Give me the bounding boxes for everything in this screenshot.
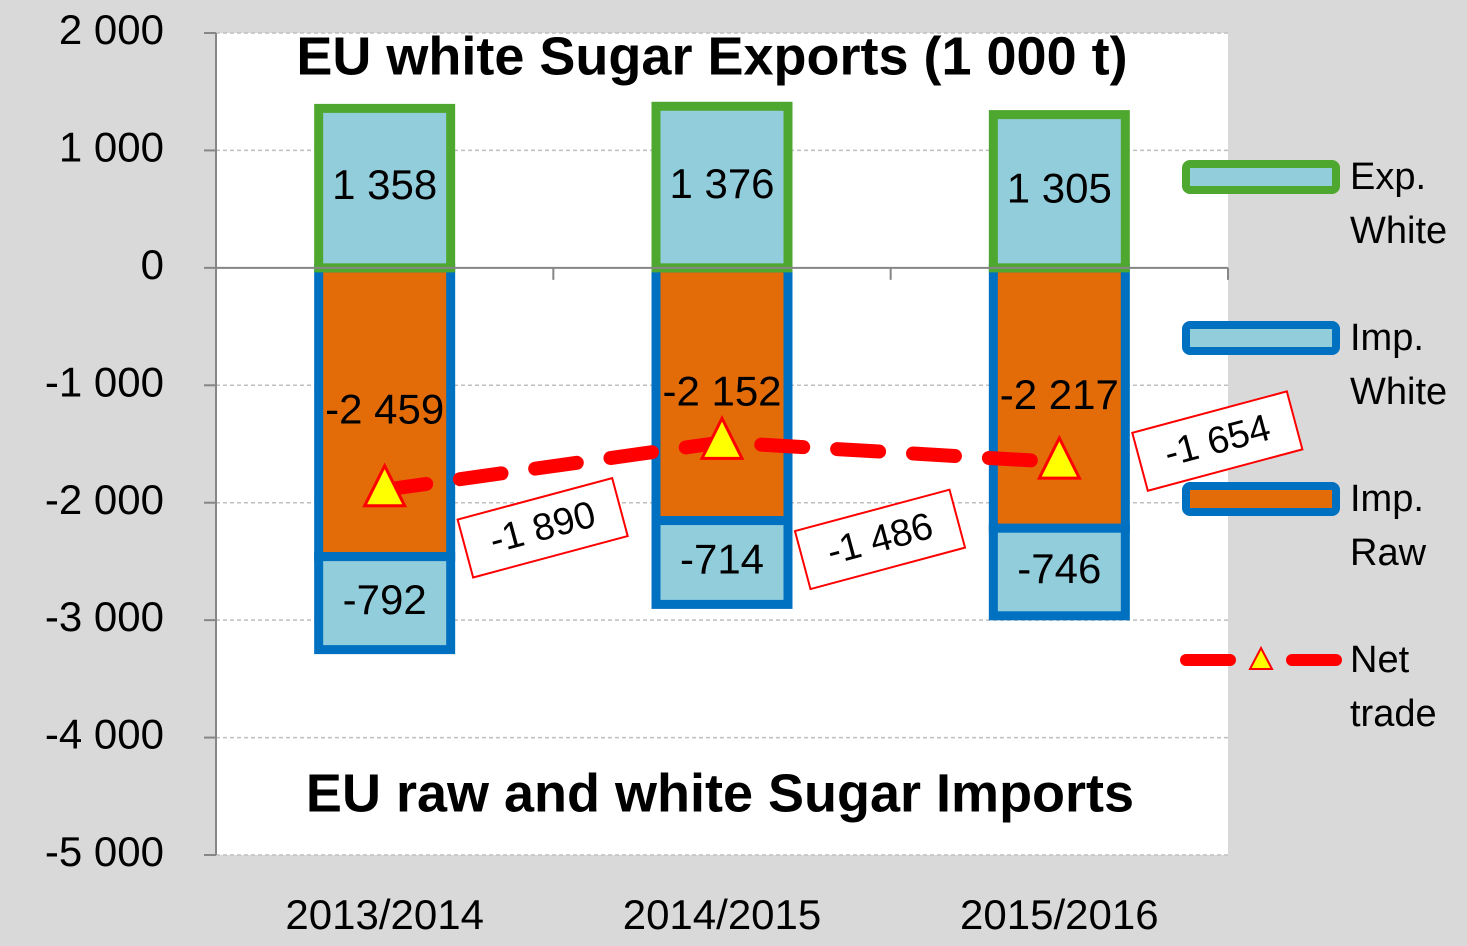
bar-label: -746: [1017, 545, 1101, 592]
annotation: EU raw and white Sugar Imports: [306, 763, 1134, 823]
bar-label: -2 459: [325, 385, 444, 432]
y-tick-label: -3 000: [45, 593, 164, 640]
y-tick-label: -2 000: [45, 476, 164, 523]
legend-swatch: [1182, 160, 1340, 194]
bar: [314, 103, 456, 273]
legend-swatch: [1182, 321, 1340, 355]
bar-label: -792: [343, 576, 427, 623]
legend-label: Imp. Raw: [1350, 478, 1427, 574]
bar-label: 1 376: [669, 160, 774, 207]
bar: [988, 523, 1130, 621]
y-tick-label: 2 000: [59, 6, 164, 53]
bar: [988, 110, 1130, 273]
bar-label: -2 217: [1000, 371, 1119, 418]
legend-marker: [1248, 645, 1274, 670]
y-tick-label: -5 000: [45, 828, 164, 875]
marker: [1036, 434, 1082, 480]
legend-label: Exp. White: [1350, 156, 1448, 252]
y-tick-label: 0: [141, 241, 164, 288]
x-tick-label: 2014/2015: [623, 891, 822, 938]
legend-label: Imp. White: [1350, 317, 1448, 413]
y-tick-label: -1 000: [45, 358, 164, 405]
legend-label: Net trade: [1350, 639, 1437, 735]
bar-label: -714: [680, 536, 764, 583]
bar: [651, 263, 793, 526]
label-box: [793, 488, 967, 591]
label-box: [1131, 390, 1304, 492]
y-tick-label: 1 000: [59, 124, 164, 171]
y-tick-label: -4 000: [45, 711, 164, 758]
bar: [651, 516, 793, 609]
bar: [651, 101, 793, 273]
x-tick-label: 2013/2014: [285, 891, 484, 938]
marker: [699, 415, 745, 460]
bar-label: 1 358: [332, 161, 437, 208]
bar-label: -2 152: [662, 367, 781, 414]
chart-title: EU white Sugar Exports (1 000 t): [296, 26, 1127, 86]
bar: [314, 552, 456, 655]
x-tick-label: 2015/2016: [960, 891, 1159, 938]
label-box: [456, 476, 629, 579]
legend-swatch: [1182, 482, 1340, 516]
bar-label: 1 305: [1007, 164, 1112, 211]
marker: [362, 462, 408, 508]
